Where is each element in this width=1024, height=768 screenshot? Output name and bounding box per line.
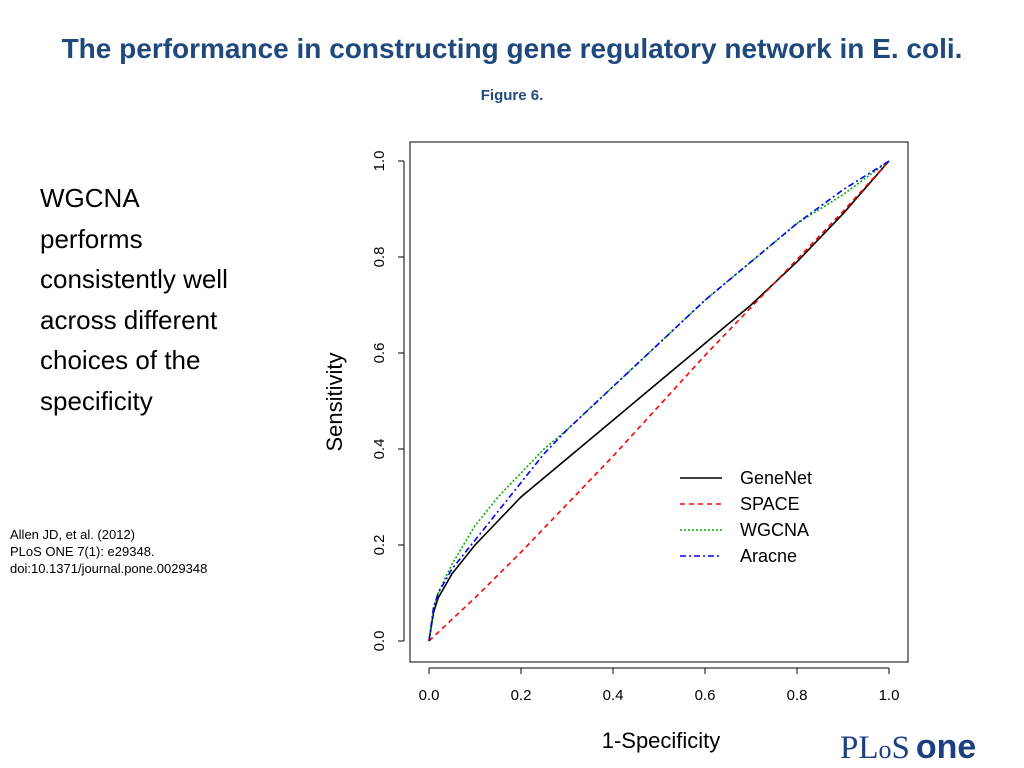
body-line: consistently well [40,264,228,294]
legend-label-wgcna: WGCNA [740,520,809,540]
series-layer [428,160,890,642]
body-line: choices of the [40,345,201,375]
plos-logo-text: PLoS [840,730,910,766]
body-line: across different [40,304,218,335]
y-tick-label: 0.2 [371,535,388,556]
x-axis: 0.0 0.2 0.4 0.6 0.8 1.0 [419,667,900,704]
y-axis: 0.0 0.2 0.4 0.6 0.8 1.0 [371,151,405,652]
series-line-aracne [428,160,890,642]
plos-one-logo: PLoS one [840,728,976,768]
citation: Allen JD, et al. (2012) PLoS ONE 7(1): e… [10,526,207,577]
y-tick-label: 0.0 [371,631,388,652]
x-tick-label: 0.4 [603,687,624,704]
legend-label-space: SPACE [740,494,800,514]
legend-label-aracne: Aracne [740,546,797,566]
x-tick-label: 0.0 [419,687,440,704]
y-tick-label: 1.0 [371,151,388,172]
x-tick-label: 0.2 [511,687,532,704]
y-tick-label: 0.4 [371,439,388,460]
body-line: specificity [40,385,153,416]
citation-line: doi:10.1371/journal.pone.0029348 [10,561,208,576]
series-line-space [428,160,890,642]
slide-title: The performance in constructing gene reg… [40,28,984,117]
series-line-genenet [428,160,890,642]
slide-title-main: The performance in constructing gene reg… [61,33,963,64]
legend: GeneNet SPACE WGCNA Aracne [680,468,812,566]
roc-chart: 0.0 0.2 0.4 0.6 0.8 1.0 0.0 0.2 0.4 0.6 0.8 1.0 Ge… [322,141,909,753]
x-axis-label: 1-Specificity [602,728,721,753]
x-tick-label: 0.6 [695,687,716,704]
slide-title-figure-ref: Figure 6. [480,87,544,104]
citation-line: PLoS ONE 7(1): e29348. [10,544,155,559]
citation-line: Allen JD, et al. (2012) [10,527,136,542]
series-line-wgcna [428,160,890,642]
x-tick-label: 0.8 [787,687,808,704]
body-line: WGCNA [40,183,140,213]
y-tick-label: 0.6 [371,343,388,364]
one-logo-text: one [915,728,977,766]
body-line: performs [40,223,143,254]
y-tick-label: 0.8 [371,247,388,268]
plot-frame [409,141,909,663]
x-tick-label: 1.0 [879,687,900,704]
legend-label-genenet: GeneNet [740,468,812,488]
body-text: WGCNA performs consistently well across … [40,178,285,421]
y-axis-label: Sensitivity [322,352,347,451]
